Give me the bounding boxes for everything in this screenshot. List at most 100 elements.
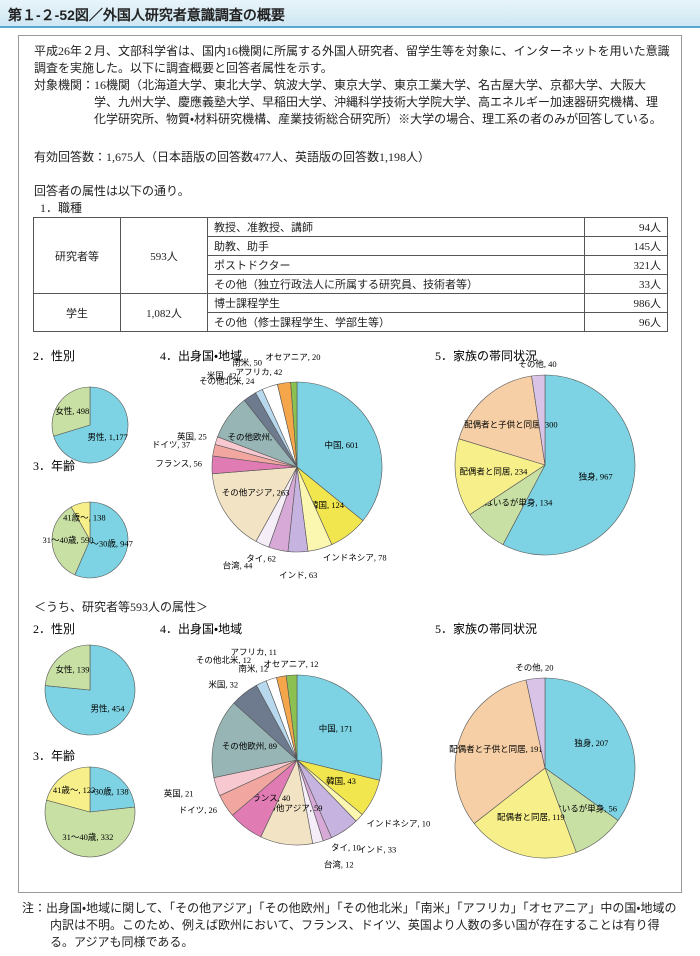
institutions: 対象機関： 16機関（北海道大学、東北大学、筑波大学、東京大学、東京工業大学、名… xyxy=(34,77,670,128)
row-item: 助教、助手 xyxy=(207,236,585,256)
row-item: その他（修士課程学生、学部生等） xyxy=(207,312,585,332)
intro-paragraph: 平成26年２月、文部科学省は、国内16機関に所属する外国人研究者、留学生等を対象… xyxy=(34,44,670,75)
chart-title: 3．年齢 xyxy=(33,749,75,763)
group-total: 593人 xyxy=(120,217,208,294)
slice-label: オセアニア, 20 xyxy=(265,352,320,362)
slice-label: フランス, 56 xyxy=(155,459,202,469)
row-item: 教授、准教授、講師 xyxy=(207,217,585,237)
row-count: 145人 xyxy=(584,236,668,256)
slice-label: その他欧州, 144 xyxy=(227,432,287,442)
slice-label: 家族はいるが単身, 56 xyxy=(536,803,617,813)
slice-label: 英国, 25 xyxy=(177,431,207,441)
slice-label: 韓国, 124 xyxy=(310,500,345,510)
pie-chart: 3．年齢 ～30歳, 138 31～40歳, 332 41歳～, 123 xyxy=(33,749,136,858)
slice-label: 家族はいるが単身, 134 xyxy=(467,498,553,508)
slice-label: その他北米, 24 xyxy=(199,376,255,386)
slice-label: タイ, 62 xyxy=(246,554,276,564)
pie-slice xyxy=(53,386,129,464)
chart-title: 2．性別 xyxy=(33,349,75,363)
slice-label: インド, 33 xyxy=(358,844,396,854)
occupation-table: 研究者等 593人 教授、准教授、講師 94人 助教、助手 145人 ポストドク… xyxy=(33,217,668,332)
pie-slice xyxy=(296,381,383,522)
institutions-text: 16機関（北海道大学、東北大学、筑波大学、東京大学、東京工業大学、名古屋大学、京… xyxy=(94,78,662,126)
slice-label: アフリカ, 11 xyxy=(230,647,276,657)
pie-slice xyxy=(458,375,546,466)
content-frame xyxy=(18,35,682,893)
slice-label: その他, 20 xyxy=(515,663,553,673)
pie-slice xyxy=(531,374,546,466)
group-total: 1,082人 xyxy=(120,293,208,332)
chart-title: 5．家族の帯同状況 xyxy=(435,621,537,636)
slice-label: 台湾, 44 xyxy=(223,560,254,570)
pie-slice xyxy=(285,674,298,761)
row-count: 986人 xyxy=(584,293,668,313)
slice-label: 米国, 42 xyxy=(207,370,237,380)
chart-title: 3．年齢 xyxy=(33,459,75,473)
pie-slice xyxy=(502,374,636,556)
slice-label: インドネシア, 10 xyxy=(367,819,431,829)
slice-label: その他アジア, 263 xyxy=(222,488,290,498)
slice-label: 41歳～, 123 xyxy=(53,785,96,795)
slice-label: 台湾, 12 xyxy=(324,860,354,870)
slice-label: 中国, 171 xyxy=(319,724,353,734)
header: 第１-２-52図／外国人研究者意識調査の概要 xyxy=(0,0,700,28)
row-item: その他（独立行政法人に所属する研究員、技術者等） xyxy=(207,274,585,294)
slice-label: インド, 63 xyxy=(279,570,317,580)
note: 注：出身国・地域に関して、「その他アジア」「その他欧州」「その他北米」「南米」「… xyxy=(22,901,677,949)
pie-slice xyxy=(544,677,636,821)
row-count: 94人 xyxy=(584,217,668,237)
pie-slice xyxy=(89,766,136,813)
pie-slice xyxy=(211,702,298,779)
institutions-label: 対象機関： xyxy=(34,78,95,92)
pie-slice xyxy=(44,799,136,858)
slice-label: その他北米, 12 xyxy=(196,655,251,665)
slice-label: フランス, 40 xyxy=(244,793,291,803)
table-row: その他（修士課程学生、学部生等） 96人 xyxy=(34,312,668,332)
row-item: ポストドクター xyxy=(207,255,585,275)
chart-title: 4．出身国・地域 xyxy=(160,348,242,363)
pie-slice xyxy=(211,466,298,542)
subheading: ＜うち、研究者等593人の属性＞ xyxy=(34,600,209,614)
slice-label: 31～40歳, 590 xyxy=(42,535,93,545)
slice-label: 男性, 1,177 xyxy=(88,432,128,442)
slice-label: 配偶者と子供と同居, 300 xyxy=(464,419,558,429)
chart-title: 2．性別 xyxy=(33,622,75,636)
table-row: 学生 1,082人 博士課程学生 986人 xyxy=(33,293,668,332)
slice-label: 独身, 967 xyxy=(579,472,613,482)
pie-slice xyxy=(51,386,91,437)
slice-label: その他欧州, 89 xyxy=(222,741,277,751)
pie-slice xyxy=(70,501,91,542)
slice-label: 南米, 50 xyxy=(232,358,262,368)
slice-label: 韓国, 43 xyxy=(326,776,356,786)
slice-label: 31～40歳, 332 xyxy=(62,832,113,842)
pie-slice xyxy=(296,674,383,781)
table-row: ポストドクター 321人 xyxy=(34,255,668,275)
pie-slice xyxy=(525,677,546,769)
pie-slice xyxy=(51,506,91,576)
slice-label: インドネシア, 78 xyxy=(323,552,387,562)
slice-label: 女性, 498 xyxy=(55,406,89,416)
slice-label: その他アジア, 59 xyxy=(259,803,322,813)
slice-label: 中国, 601 xyxy=(325,440,359,450)
slice-label: 米国, 32 xyxy=(208,679,238,689)
slice-label: ～30歳, 947 xyxy=(90,538,133,548)
row-count: 321人 xyxy=(584,255,668,275)
slice-label: 男性, 454 xyxy=(91,703,126,713)
slice-label: オセアニア, 12 xyxy=(263,659,318,669)
group-name: 学生 xyxy=(33,293,121,332)
slice-label: 配偶者と子供と同居, 191 xyxy=(449,744,543,754)
row-count: 33人 xyxy=(584,274,668,294)
slice-label: 独身, 207 xyxy=(574,738,608,748)
slice-label: アフリカ, 42 xyxy=(236,367,283,377)
slice-label: 女性, 139 xyxy=(55,665,89,675)
page-title: 第１-２-52図／外国人研究者意識調査の概要 xyxy=(8,7,285,23)
slice-label: その他, 40 xyxy=(518,359,556,369)
chart-title: 4．出身国・地域 xyxy=(160,621,242,636)
pie-slice xyxy=(46,766,91,813)
